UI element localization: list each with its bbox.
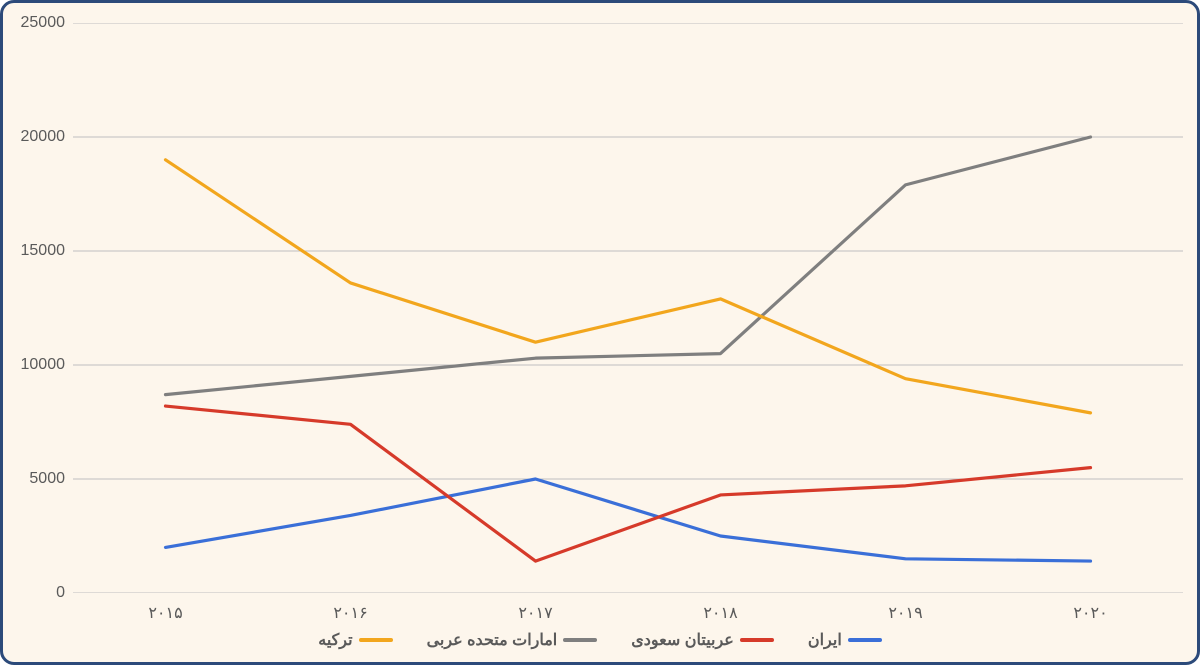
legend-item-turkey: ترکیه <box>318 630 392 650</box>
x-tick-label: ۲۰۱۷ <box>518 593 552 623</box>
chart-card: 0 5000 10000 15000 20000 25000 ۲۰۱۵ ۲۰۱۶ ۲۰۱۷ ۲۰۱… <box>0 0 1200 665</box>
legend-swatch <box>848 638 882 642</box>
legend-item-uae: امارات متحده عربی <box>427 630 598 650</box>
x-tick-label: ۲۰۱۵ <box>148 593 182 623</box>
legend-item-iran: ایران <box>808 630 882 650</box>
y-tick-label: 10000 <box>21 356 74 374</box>
legend-swatch <box>740 638 774 642</box>
legend-label: ترکیه <box>318 630 352 650</box>
legend: ایران عربیتان سعودی امارات متحده عربی ترکیه <box>3 630 1197 650</box>
legend-label: ایران <box>808 630 842 650</box>
x-tick-label: ۲۰۱۹ <box>888 593 922 623</box>
legend-swatch <box>359 638 393 642</box>
x-tick-label: ۲۰۱۸ <box>703 593 737 623</box>
chart-svg <box>73 23 1183 593</box>
legend-label: امارات متحده عربی <box>427 630 558 650</box>
x-tick-label: ۲۰۱۶ <box>333 593 367 623</box>
y-tick-label: 0 <box>56 584 73 602</box>
legend-swatch <box>563 638 597 642</box>
y-tick-label: 15000 <box>21 242 74 260</box>
x-tick-label: ۲۰۲۰ <box>1073 593 1107 623</box>
plot-area: 0500010000150002000025000۲۰۱۵۲۰۱۶۲۰۱۷۲۰۱… <box>73 23 1183 593</box>
y-tick-label: 20000 <box>21 128 74 146</box>
legend-label: عربیتان سعودی <box>631 630 734 650</box>
y-tick-label: 25000 <box>21 14 74 32</box>
legend-item-saudi: عربیتان سعودی <box>631 630 774 650</box>
y-tick-label: 5000 <box>29 470 73 488</box>
